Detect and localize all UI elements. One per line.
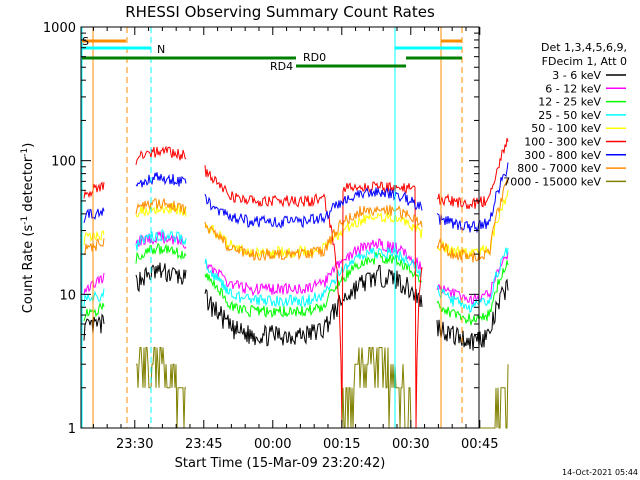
legend-entry-label: 300 - 800 keV — [524, 149, 601, 162]
series-line-5 — [436, 137, 509, 210]
legend-entry-label: 50 - 100 keV — [531, 122, 601, 135]
series-line-6 — [135, 172, 187, 188]
series-line-5 — [83, 181, 105, 199]
y-tick-label: 1000 — [43, 21, 76, 36]
series-line-4 — [83, 229, 105, 245]
series-line-0 — [135, 262, 187, 293]
legend-header-line-1: Det 1,3,4,5,6,9, — [541, 41, 627, 54]
x-axis-label: Start Time (15-Mar-09 23:20:42) — [175, 456, 386, 471]
series-line-2 — [135, 242, 187, 264]
y-tick-label: 1 — [68, 422, 76, 437]
timestamp: 14-Oct-2021 05:44 — [562, 468, 638, 477]
series-line-2 — [204, 251, 423, 319]
legend-entry-label: 100 - 300 keV — [524, 136, 601, 149]
x-tick-label: 00:15 — [323, 437, 360, 452]
series-layer — [83, 137, 509, 429]
series-line-5 — [135, 145, 187, 165]
flag-label-rd4: RD4 — [270, 60, 293, 73]
series-line-8 — [136, 347, 186, 429]
flag-label-s: S — [82, 35, 89, 48]
series-line-6 — [436, 162, 509, 234]
series-line-2 — [83, 301, 105, 322]
legend-entry-label: 12 - 25 keV — [538, 96, 601, 109]
series-line-6 — [204, 187, 423, 229]
series-line-7 — [83, 238, 105, 256]
chart-title: RHESSI Observing Summary Count Rates — [125, 3, 435, 21]
series-line-3 — [204, 247, 423, 308]
x-tick-label: 23:45 — [185, 437, 222, 452]
series-line-7 — [135, 198, 187, 215]
series-line-0 — [83, 313, 105, 341]
series-line-4 — [436, 189, 509, 260]
series-line-3 — [135, 229, 187, 251]
y-tick-label: 100 — [51, 155, 76, 170]
series-line-7 — [204, 204, 423, 262]
plot-frame — [80, 26, 480, 429]
legend-entry-label: 800 - 7000 keV — [517, 162, 601, 175]
series-line-7 — [436, 178, 509, 263]
series-line-4 — [204, 211, 423, 259]
flag-label-rd0: RD0 — [303, 51, 326, 64]
x-tick-label: 00:00 — [254, 437, 291, 452]
legend-header-line-2: FDecim 1, Att 0 — [542, 55, 627, 68]
series-line-1 — [204, 238, 423, 297]
series-line-3 — [83, 288, 105, 307]
x-tick-label: 00:30 — [392, 437, 429, 452]
series-line-0 — [204, 264, 423, 347]
legend: Det 1,3,4,5,6,9, FDecim 1, Att 0 3 - 6 k… — [503, 41, 627, 188]
legend-entry-label: 3 - 6 keV — [552, 69, 601, 82]
x-tick-label: 00:45 — [461, 437, 498, 452]
x-axis: 23:30 23:45 00:00 00:15 00:30 00:45 — [92, 27, 499, 452]
legend-entry-label: 25 - 50 keV — [538, 109, 601, 122]
legend-entry-label: 6 - 12 keV — [545, 82, 601, 95]
series-line-1 — [83, 272, 105, 295]
y-axis-label: Count Rate (s-1 detector-1) — [20, 143, 36, 314]
flag-label-n: N — [157, 43, 165, 56]
series-line-3 — [436, 247, 509, 313]
y-axis: 1 10 100 1000 — [43, 21, 479, 437]
overlay-layer: S N RD0 RD4 — [81, 27, 463, 428]
legend-entry-label: 7000 - 15000 keV — [503, 175, 601, 188]
x-tick-label: 23:30 — [116, 437, 153, 452]
series-line-2 — [436, 260, 509, 326]
y-tick-label: 10 — [59, 288, 76, 303]
series-line-6 — [83, 207, 105, 224]
series-line-0 — [436, 278, 509, 351]
